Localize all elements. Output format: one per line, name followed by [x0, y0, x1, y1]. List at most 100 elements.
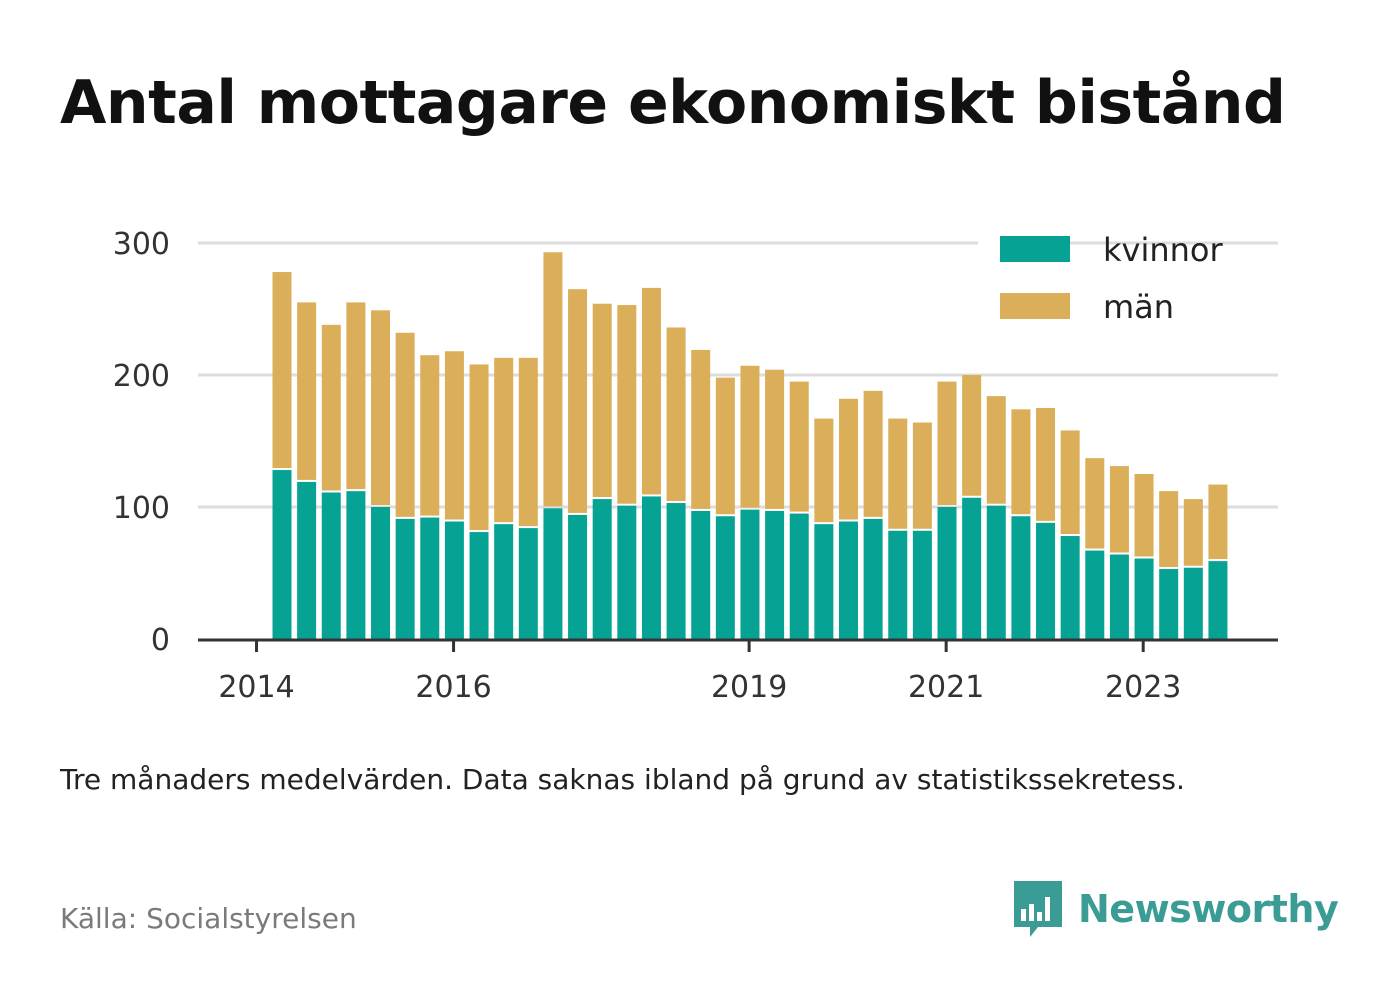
- bar-man: [1036, 408, 1056, 521]
- legend-swatch: [1000, 236, 1070, 262]
- bar-kvinnor: [494, 524, 514, 639]
- bar-man: [469, 364, 489, 531]
- bar-man: [395, 332, 415, 517]
- bar-kvinnor: [666, 503, 686, 639]
- x-tick-label: 2023: [1105, 670, 1181, 705]
- bar-man: [1159, 491, 1179, 568]
- bar-kvinnor: [863, 518, 883, 639]
- bar-kvinnor: [740, 509, 760, 639]
- bar-kvinnor: [691, 510, 711, 639]
- bar-man: [1208, 484, 1228, 560]
- bar-man: [1060, 430, 1080, 535]
- bar-man: [444, 351, 464, 520]
- bar-kvinnor: [641, 496, 661, 639]
- bar-kvinnor: [444, 521, 464, 639]
- bar-man: [272, 272, 292, 469]
- bar-man: [863, 390, 883, 517]
- bar-man: [986, 396, 1006, 504]
- bar-man: [641, 287, 661, 495]
- bar-man: [740, 365, 760, 508]
- bar-kvinnor: [1109, 554, 1129, 639]
- source-text: Källa: Socialstyrelsen: [60, 902, 357, 935]
- bar-kvinnor: [888, 530, 908, 639]
- bar-kvinnor: [1060, 536, 1080, 639]
- bar-kvinnor: [789, 513, 809, 639]
- bar-man: [494, 357, 514, 523]
- bar-kvinnor: [838, 521, 858, 639]
- chart-footnote: Tre månaders medelvärden. Data saknas ib…: [60, 763, 1185, 796]
- bar-man: [1183, 499, 1203, 566]
- bar-man: [765, 369, 785, 509]
- bar-man: [838, 398, 858, 520]
- bar-kvinnor: [1085, 550, 1105, 639]
- bar-kvinnor: [1036, 522, 1056, 639]
- bar-kvinnor: [543, 508, 563, 639]
- bar-kvinnor: [962, 497, 982, 639]
- bar-man: [937, 381, 957, 505]
- legend-swatch: [1000, 293, 1070, 319]
- newsworthy-logo[interactable]: Newsworthy: [1012, 879, 1339, 939]
- bar-kvinnor: [1159, 569, 1179, 639]
- bar-man: [346, 302, 366, 490]
- bar-kvinnor: [912, 530, 932, 639]
- y-tick-label: 200: [113, 359, 170, 394]
- bar-kvinnor: [321, 492, 341, 639]
- bar-kvinnor: [1134, 558, 1154, 639]
- bars: [272, 252, 1228, 639]
- bar-man: [371, 310, 391, 505]
- bar-kvinnor: [272, 470, 292, 639]
- bar-kvinnor: [765, 510, 785, 639]
- bar-man: [518, 357, 538, 527]
- legend-label: kvinnor: [1103, 231, 1224, 269]
- bar-kvinnor: [937, 507, 957, 639]
- brand-name: Newsworthy: [1078, 887, 1339, 931]
- bar-man: [715, 377, 735, 515]
- legend: kvinnor män: [978, 231, 1224, 326]
- bar-man: [666, 327, 686, 502]
- bar-kvinnor: [568, 514, 588, 639]
- bar-man: [543, 252, 563, 507]
- chart-title: Antal mottagare ekonomiskt bistånd: [60, 68, 1286, 138]
- bar-man: [962, 375, 982, 496]
- bar-man: [321, 324, 341, 491]
- bar-man: [297, 302, 317, 480]
- bar-kvinnor: [371, 507, 391, 639]
- bar-man: [912, 422, 932, 529]
- bar-man: [789, 381, 809, 512]
- y-tick-label: 300: [113, 227, 170, 262]
- bar-chart-speech-bubble-icon: [1014, 881, 1062, 937]
- bar-man: [888, 418, 908, 529]
- bar-kvinnor: [1208, 561, 1228, 639]
- x-tick-label: 2019: [711, 670, 787, 705]
- bar-man: [617, 305, 637, 504]
- bar-kvinnor: [346, 491, 366, 639]
- bar-man: [1134, 474, 1154, 557]
- bar-man: [568, 289, 588, 513]
- stacked-bar-chart: 0 100 200 300 2014 2016 2019 2021 2023 kvinnor m…: [113, 227, 1278, 705]
- bar-kvinnor: [715, 516, 735, 639]
- bar-kvinnor: [297, 481, 317, 639]
- bar-kvinnor: [1011, 516, 1031, 639]
- bar-kvinnor: [420, 517, 440, 639]
- x-tick-label: 2021: [908, 670, 984, 705]
- axes: 2014 2016 2019 2021 2023: [198, 638, 1278, 705]
- bar-kvinnor: [814, 524, 834, 639]
- bar-kvinnor: [1183, 567, 1203, 639]
- bar-kvinnor: [518, 528, 538, 639]
- bar-man: [691, 349, 711, 509]
- bar-kvinnor: [469, 532, 489, 639]
- y-tick-label: 0: [151, 623, 170, 658]
- bar-man: [592, 303, 612, 498]
- bar-man: [1011, 409, 1031, 515]
- legend-label: män: [1103, 288, 1174, 326]
- bar-man: [1109, 466, 1129, 553]
- bar-kvinnor: [617, 505, 637, 639]
- x-tick-label: 2014: [218, 670, 294, 705]
- bar-man: [1085, 458, 1105, 549]
- bar-man: [420, 355, 440, 516]
- bar-kvinnor: [986, 505, 1006, 639]
- y-tick-label: 100: [113, 491, 170, 526]
- bar-kvinnor: [395, 518, 415, 639]
- bar-man: [814, 418, 834, 523]
- bar-kvinnor: [592, 499, 612, 639]
